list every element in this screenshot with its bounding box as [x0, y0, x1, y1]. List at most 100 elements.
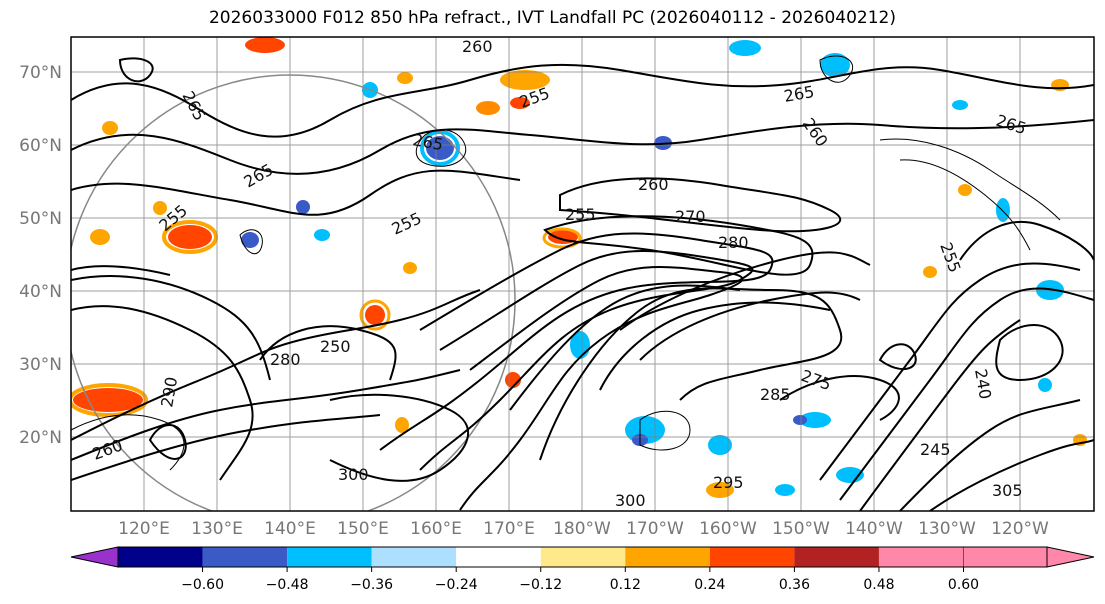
contour-label: 245	[920, 440, 951, 459]
contour-line	[899, 159, 1031, 251]
anomaly-patch	[359, 299, 391, 331]
contour-line	[539, 287, 843, 461]
anomaly-patch	[510, 97, 530, 109]
contour-line	[71, 63, 1094, 138]
anomaly-patch	[241, 232, 259, 248]
lon-label: 140°E	[264, 519, 316, 539]
contour-line	[71, 369, 461, 461]
anomaly-patch	[836, 467, 864, 483]
colorbar-segment	[371, 547, 457, 567]
contour-line	[899, 399, 1081, 511]
colorbar-tick-label: 0.24	[694, 577, 725, 593]
anomaly-patch	[820, 53, 850, 77]
contour-label: 250	[320, 337, 351, 356]
latitude-labels: 70°N 60°N 50°N 40°N 30°N 20°N	[19, 63, 62, 448]
lat-label: 50°N	[19, 209, 62, 229]
colorbar-segment	[878, 547, 964, 567]
colorbar-tick-label: −0.60	[181, 577, 224, 593]
contour-label: 260	[462, 37, 493, 56]
anomaly-patch	[958, 184, 972, 196]
contour-line	[71, 289, 481, 441]
lat-label: 40°N	[19, 282, 62, 302]
colorbar-outline	[117, 546, 1048, 568]
anomaly-patch	[245, 37, 285, 53]
anomaly-patch	[923, 266, 937, 278]
landfall-region-circle	[71, 74, 516, 511]
lon-label: 170°W	[626, 519, 684, 539]
anomaly-patch	[168, 225, 212, 249]
graticule	[71, 37, 1094, 511]
anomaly-patch	[102, 121, 118, 135]
lon-label: 140°W	[845, 519, 903, 539]
contour-line	[839, 287, 1094, 501]
contour-line	[419, 250, 754, 471]
lon-label: 150°W	[772, 519, 830, 539]
anomaly-patch	[395, 417, 409, 433]
anomaly-patch	[397, 72, 413, 84]
contour-line	[71, 414, 185, 471]
longitude-labels: 120°E 130°E 140°E 150°E 160°E 170°E 180°…	[118, 519, 1049, 539]
contour-line	[878, 343, 917, 370]
lon-label: 130°E	[191, 519, 243, 539]
contour-line	[779, 375, 900, 421]
anomaly-patch	[729, 40, 761, 56]
colorbar-tick-label: 0.12	[610, 577, 641, 593]
anomaly-patch	[162, 220, 218, 254]
contour-line	[959, 220, 1094, 261]
anomaly-patch	[1038, 378, 1052, 392]
anomaly-patch	[996, 198, 1010, 222]
colorbar-segment	[118, 547, 203, 567]
contour-line	[995, 324, 1064, 382]
contour-line	[559, 177, 842, 233]
contour-line	[379, 232, 774, 451]
colorbar-segment	[625, 547, 710, 567]
contour-line	[459, 266, 744, 511]
contour-label: 260	[638, 175, 669, 194]
colorbar-segment	[287, 547, 372, 567]
anomaly-patch	[296, 200, 310, 214]
anomaly-patch	[90, 229, 110, 245]
contour-label: 300	[338, 465, 369, 484]
contour-line	[71, 275, 271, 381]
anomaly-patch	[708, 435, 732, 455]
contour-label: 285	[760, 385, 791, 404]
contour-line	[859, 319, 1021, 511]
contour-line	[329, 393, 470, 482]
colorbar-segment	[540, 547, 626, 567]
anomaly-patch	[365, 305, 385, 325]
colorbar-segment	[709, 547, 795, 567]
contour-label: 300	[615, 491, 646, 510]
lon-label: 160°E	[410, 519, 462, 539]
contour-label: 270	[675, 207, 706, 226]
lat-label: 60°N	[19, 136, 62, 156]
contour-label: 305	[992, 481, 1023, 500]
lat-label: 30°N	[19, 355, 62, 375]
contour-line	[879, 138, 1061, 221]
lon-label: 170°E	[483, 519, 535, 539]
lon-label: 130°W	[918, 519, 976, 539]
contour-line	[71, 169, 521, 216]
map-title: 2026033000 F012 850 hPa refract., IVT La…	[208, 8, 896, 28]
anomaly-patch	[476, 101, 500, 115]
contour-line	[259, 325, 397, 381]
anomaly-patch	[426, 136, 454, 160]
colorbar-segment	[202, 547, 288, 567]
contour-line	[71, 305, 254, 481]
contour-line	[819, 55, 853, 83]
contour-label: 280	[718, 233, 749, 252]
colorbar-tick-label: −0.48	[266, 577, 309, 593]
lon-label: 150°E	[337, 519, 389, 539]
contour-line	[639, 410, 691, 451]
contour-line	[619, 251, 871, 331]
contour-label: 255	[565, 205, 596, 224]
anomaly-patch	[500, 70, 550, 90]
anomaly-patch	[952, 100, 968, 110]
anomaly-patch	[542, 227, 582, 249]
anomaly-patch	[314, 229, 330, 241]
contour-line	[929, 439, 1094, 511]
contour-line	[819, 262, 1081, 481]
contour-line	[239, 229, 263, 255]
contour-line	[599, 301, 831, 391]
contour-line	[543, 215, 814, 276]
